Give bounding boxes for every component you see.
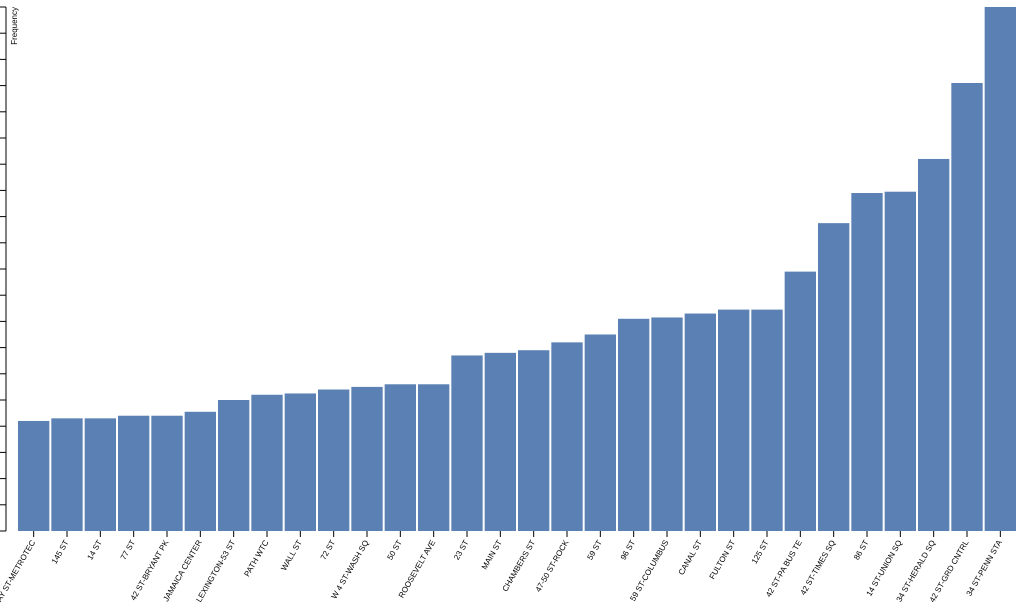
bar <box>51 418 83 531</box>
bar <box>218 400 250 531</box>
bar <box>684 313 716 531</box>
x-tick-label: 59 ST <box>585 538 604 561</box>
bar <box>251 394 283 531</box>
x-tick-label: 42 ST-PA BUS TE <box>764 539 804 599</box>
bar <box>351 386 383 531</box>
x-tick-label: 14 ST-UNION SQ <box>865 539 904 598</box>
x-tick-label: 59 ST-COLUMBUS <box>628 539 670 603</box>
bar <box>651 317 683 531</box>
bar <box>451 355 483 531</box>
bar <box>618 318 650 531</box>
bar <box>951 82 983 531</box>
bar <box>751 309 783 531</box>
x-tick-label: 23 ST <box>452 538 471 561</box>
bar <box>984 7 1016 531</box>
bar <box>518 350 550 531</box>
bar <box>18 420 50 531</box>
bar <box>484 352 516 531</box>
x-tick-label: WALL ST <box>279 538 304 572</box>
x-tick-label: FULTON ST <box>708 538 738 580</box>
x-tick-label: CANAL ST <box>677 538 704 576</box>
x-tick-label: 14 ST <box>85 538 104 561</box>
bar <box>551 342 583 531</box>
bar <box>184 411 216 531</box>
x-tick-label: 47-50 ST-ROCK <box>534 538 571 594</box>
x-tick-label: ROOSEVELT AVE <box>397 539 437 600</box>
y-axis-label: Frequency <box>10 7 19 45</box>
bar <box>318 389 350 531</box>
bar <box>418 384 450 531</box>
bar <box>718 309 750 531</box>
bar <box>284 393 316 531</box>
bar <box>584 334 616 531</box>
bar <box>851 193 883 531</box>
x-tick-label: 125 ST <box>750 538 771 565</box>
bar <box>118 415 150 531</box>
bar <box>884 191 916 531</box>
bar <box>818 223 850 531</box>
x-tick-label: MAIN ST <box>480 538 504 571</box>
x-tick-label: 145 ST <box>50 538 71 565</box>
x-tick-label: 72 ST <box>319 538 338 561</box>
x-tick-label: 77 ST <box>119 538 138 561</box>
x-tick-label: 50 ST <box>385 538 404 561</box>
bar <box>384 384 416 531</box>
bar <box>918 158 950 531</box>
x-tick-label: 86 ST <box>852 538 871 561</box>
x-tick-label: 42 ST-TIMES SQ <box>799 539 838 597</box>
bar <box>151 415 183 531</box>
x-tick-label: JAY ST-METROTEC <box>0 538 37 606</box>
x-tick-label: 96 ST <box>619 538 638 561</box>
bar <box>84 418 116 531</box>
x-tick-label: W 4 ST-WASH SQ <box>330 539 371 601</box>
x-tick-label: PATH WTC <box>242 538 270 578</box>
x-tick-label: 34 ST-PENN STA <box>965 538 1005 598</box>
bar <box>784 271 816 531</box>
x-tick-label: CHAMBERS ST <box>501 538 538 593</box>
